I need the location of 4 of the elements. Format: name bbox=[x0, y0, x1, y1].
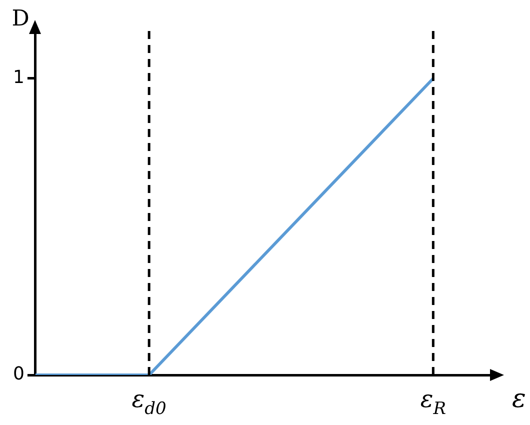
x-axis-title: ε bbox=[512, 384, 526, 414]
y-tick-label: 0 bbox=[13, 364, 24, 385]
y-tick-label: 1 bbox=[13, 67, 24, 88]
y-axis-title: D bbox=[12, 6, 30, 32]
